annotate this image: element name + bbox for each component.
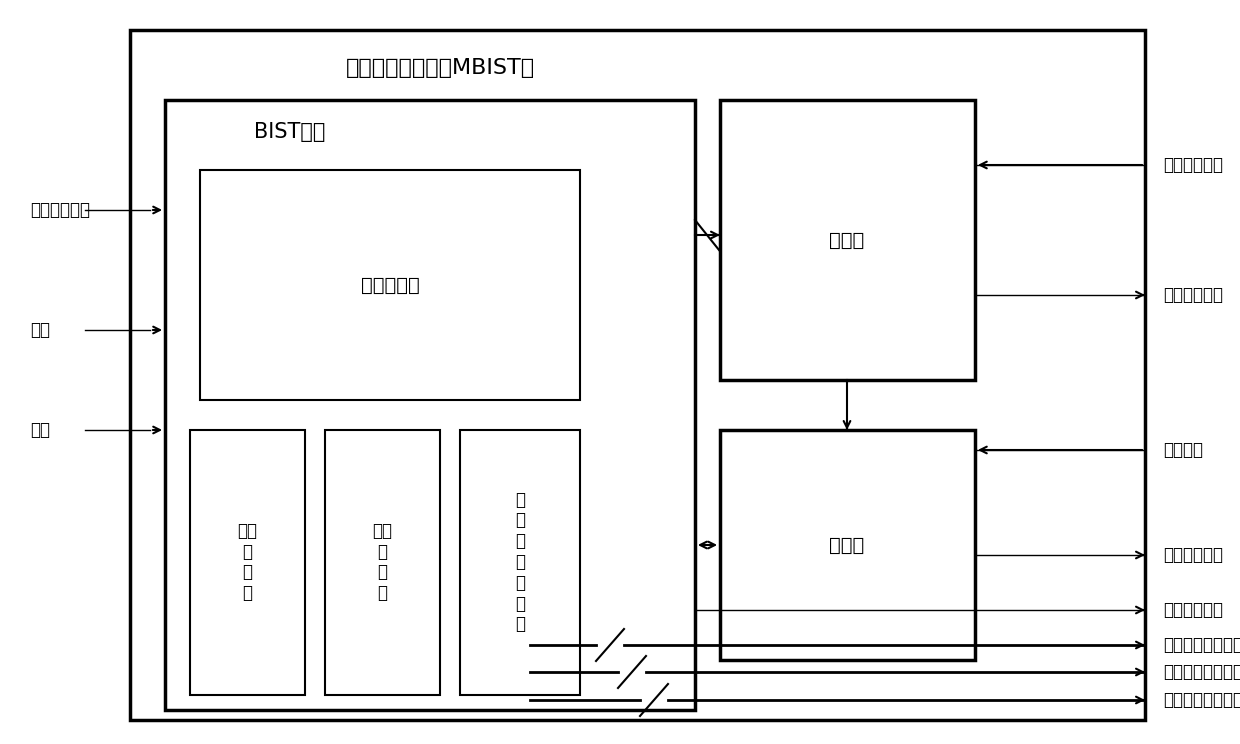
Text: 比较器: 比较器	[830, 231, 864, 249]
Text: 测试结束标志: 测试结束标志	[1163, 601, 1223, 619]
Bar	[325, 430, 440, 695]
Text: 时钟: 时钟	[30, 321, 50, 339]
Bar	[165, 100, 694, 710]
Bar	[460, 430, 580, 695]
Text: 测试激励（存储器地址）: 测试激励（存储器地址）	[1163, 663, 1240, 681]
Bar	[190, 430, 305, 695]
Text: 测试起动信号: 测试起动信号	[30, 201, 91, 219]
Text: 地址
生
成
器: 地址 生 成 器	[372, 522, 392, 602]
Text: 测试激励（存储器写数据）: 测试激励（存储器写数据）	[1163, 691, 1240, 709]
Text: 控制状态机: 控制状态机	[361, 275, 419, 295]
Bar	[130, 30, 1145, 720]
Text: 存储器读数据: 存储器读数据	[1163, 156, 1223, 174]
Text: 控
制
信
号
生
成
器: 控 制 信 号 生 成 器	[515, 490, 525, 633]
Text: 数据
生
成
器: 数据 生 成 器	[237, 522, 257, 602]
Bar	[200, 170, 580, 400]
Text: 测试激励（存储器控制）: 测试激励（存储器控制）	[1163, 636, 1240, 654]
Text: 内建自测试电路（MBIST）: 内建自测试电路（MBIST）	[346, 58, 534, 78]
Bar	[720, 430, 975, 660]
Text: 测试失效标志: 测试失效标志	[1163, 286, 1223, 304]
Bar	[720, 100, 975, 380]
Text: 诊断使能: 诊断使能	[1163, 441, 1203, 459]
Text: 诊断器: 诊断器	[830, 536, 864, 554]
Text: 复位: 复位	[30, 421, 50, 439]
Text: 诊断数据输出: 诊断数据输出	[1163, 546, 1223, 564]
Text: BIST内核: BIST内核	[254, 122, 326, 142]
